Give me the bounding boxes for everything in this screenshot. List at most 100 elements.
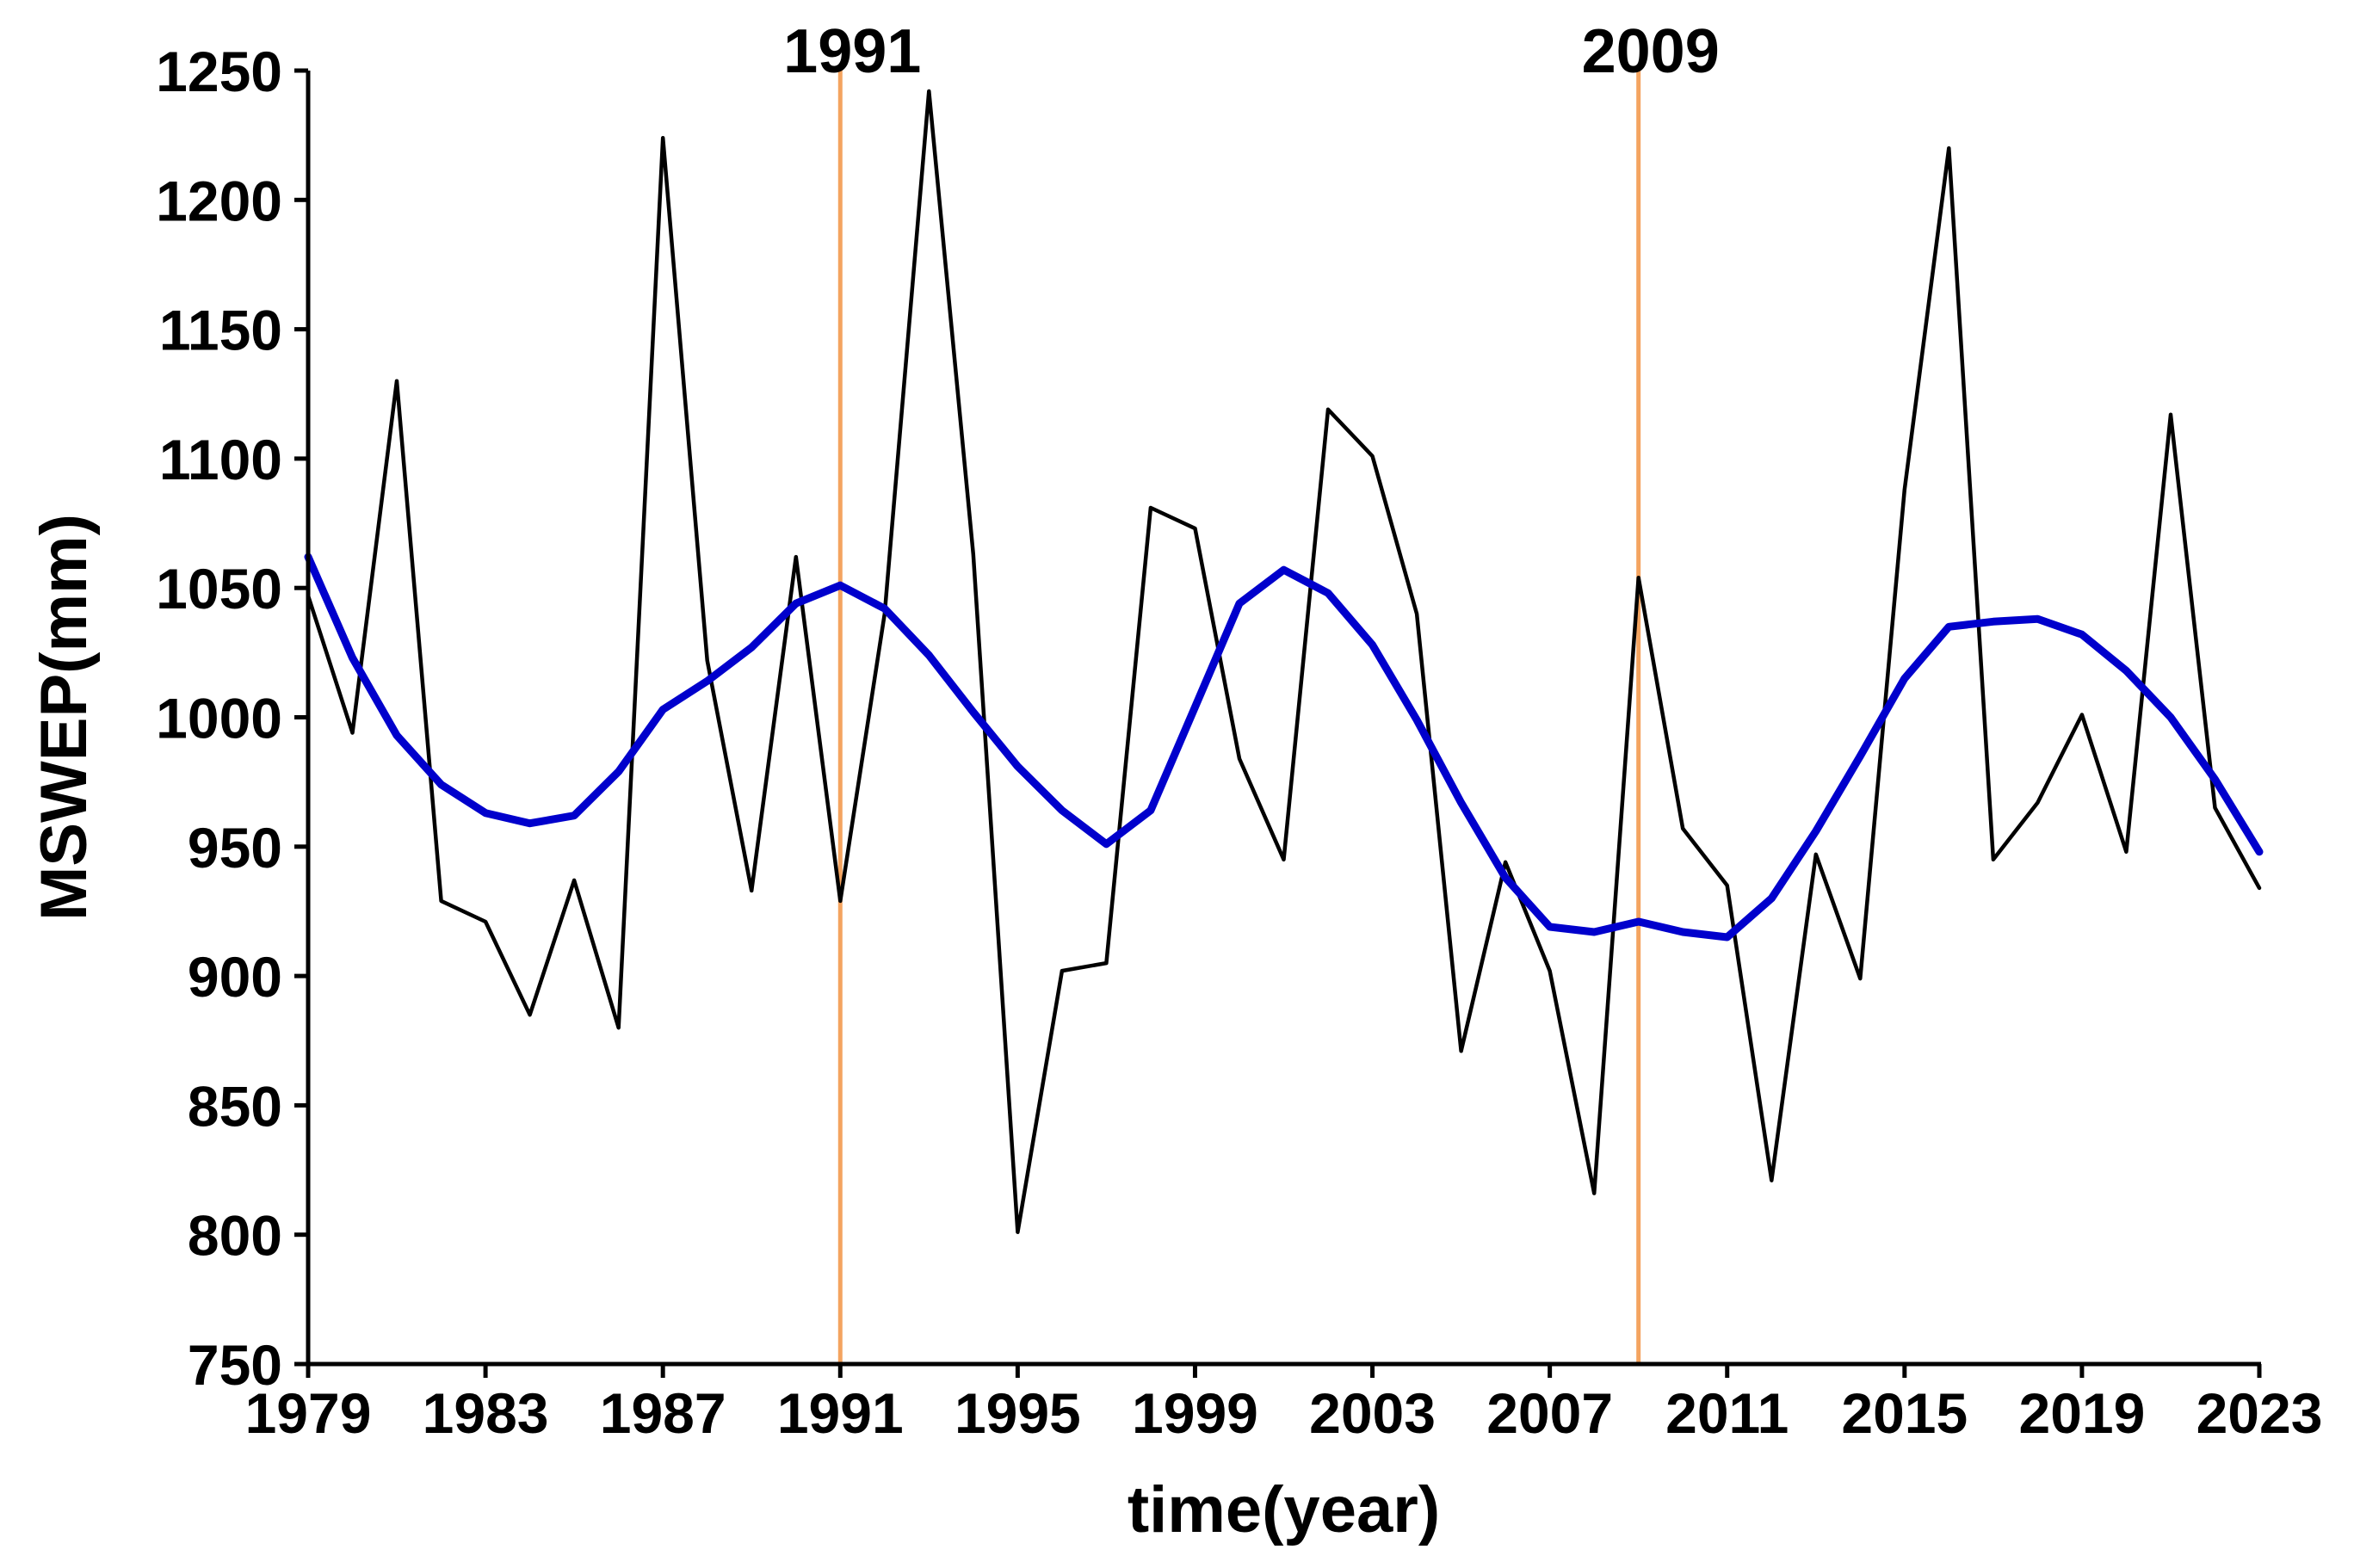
data-point-1994: [972, 553, 975, 556]
x-tick-label: 1987: [600, 1381, 726, 1445]
trend-point-1988: [706, 679, 709, 682]
trend-point-1987: [661, 707, 664, 711]
trend-point-2010: [1681, 930, 1684, 934]
trend-point-1998: [1149, 809, 1152, 812]
y-tick-label: 1000: [156, 687, 282, 750]
trend-point-2012: [1770, 897, 1773, 900]
trend-point-2020: [2124, 669, 2128, 672]
data-point-2000: [1238, 757, 1241, 761]
data-point-2022: [2213, 806, 2216, 810]
data-point-1999: [1193, 527, 1196, 530]
trend-point-1993: [927, 653, 930, 657]
marker-label-1991: 1991: [783, 17, 921, 86]
data-point-2002: [1326, 408, 1330, 411]
x-tick-label: 1995: [955, 1381, 1081, 1445]
data-point-2010: [1681, 827, 1684, 830]
data-point-2013: [1814, 853, 1818, 856]
data-point-2017: [1992, 858, 1995, 861]
trend-point-1996: [1060, 809, 1064, 812]
x-tick-label: 2011: [1665, 1381, 1789, 1445]
trend-point-1981: [395, 734, 399, 738]
trend-point-2004: [1415, 719, 1418, 722]
data-point-2016: [1947, 146, 1950, 150]
data-point-1981: [395, 380, 399, 383]
trend-point-2015: [1903, 676, 1906, 680]
trend-point-2011: [1726, 935, 1729, 939]
data-point-1980: [351, 732, 355, 735]
trend-point-1992: [883, 607, 887, 610]
x-axis-title: time(year): [1128, 1473, 1440, 1546]
trend-point-1980: [351, 656, 355, 659]
trend-point-2008: [1592, 930, 1596, 934]
data-point-2005: [1460, 1049, 1463, 1053]
trend-point-2014: [1858, 755, 1862, 758]
trend-point-1997: [1104, 843, 1108, 846]
x-tick-label: 1991: [777, 1381, 904, 1445]
data-point-2015: [1903, 488, 1906, 491]
data-point-1986: [617, 1026, 621, 1029]
y-tick-label: 1150: [159, 299, 282, 362]
trend-point-1983: [484, 812, 487, 815]
data-point-2006: [1504, 861, 1507, 864]
data-point-2014: [1858, 977, 1862, 980]
data-point-2003: [1371, 454, 1375, 458]
data-point-2018: [2036, 801, 2039, 805]
data-point-1988: [706, 658, 709, 662]
trend-point-1982: [440, 783, 443, 787]
x-tick-label: 1983: [423, 1381, 549, 1445]
data-point-1993: [927, 90, 930, 93]
data-point-1987: [661, 136, 664, 139]
x-axis-ticks: 1979 1983 1987 1991 1995 1999 2003 2007 2011 2015…: [245, 1364, 2322, 1445]
x-tick-label: 2003: [1309, 1381, 1436, 1445]
y-tick-label: 850: [188, 1074, 282, 1138]
data-point-2004: [1415, 612, 1418, 615]
trend-point-2013: [1814, 830, 1818, 833]
trend-point-1989: [750, 645, 753, 649]
axes: [306, 71, 2261, 1367]
trend-point-1999: [1193, 705, 1196, 708]
data-point-1998: [1149, 506, 1152, 509]
data-point-1997: [1104, 961, 1108, 965]
data-point-1985: [572, 879, 576, 882]
y-tick-label: 1200: [156, 169, 282, 232]
trend-point-2022: [2213, 778, 2216, 781]
trend-point-2002: [1326, 591, 1330, 595]
y-tick-label: 800: [188, 1204, 282, 1268]
data-point-2019: [2080, 713, 2084, 716]
trend-point-1986: [617, 770, 621, 774]
data-point-1984: [528, 1013, 532, 1016]
trend-point-1995: [1016, 765, 1019, 769]
trend-point-2001: [1282, 568, 1286, 571]
y-axis-ticks: 750 800 850 900 950 1000 1050 1100 1150 1200 1250: [156, 40, 308, 1397]
data-point-1982: [440, 899, 443, 903]
x-tick-label: 1979: [245, 1381, 372, 1445]
data-point-1983: [484, 920, 487, 923]
data-point-1990: [794, 555, 798, 559]
data-point-2020: [2124, 850, 2128, 854]
trend-point-2023: [2258, 850, 2261, 854]
trend-point-2017: [1992, 620, 1995, 623]
trend-point-2018: [2036, 617, 2039, 620]
data-point-2021: [2169, 413, 2172, 417]
trend-point-2000: [1238, 602, 1241, 605]
x-tick-label: 2007: [1486, 1381, 1613, 1445]
trend-point-1985: [572, 814, 576, 818]
trend-point-1990: [794, 602, 798, 605]
trend-point-2005: [1460, 801, 1463, 805]
data-point-2012: [1770, 1179, 1773, 1182]
trend-point-2007: [1548, 925, 1552, 929]
y-tick-label: 1100: [159, 428, 282, 491]
annual-series-line: [306, 89, 2262, 1234]
data-point-2009: [1637, 576, 1640, 579]
marker-label-2009: 2009: [1582, 17, 1720, 86]
y-tick-label: 1250: [156, 40, 282, 103]
trend-point-2009: [1637, 920, 1640, 923]
trend-point-2003: [1371, 643, 1375, 646]
y-tick-label: 750: [188, 1333, 282, 1397]
trend-point-1991: [838, 583, 842, 587]
y-tick-label: 1050: [156, 557, 282, 620]
y-tick-label: 950: [188, 816, 282, 880]
y-tick-label: 900: [188, 945, 282, 1009]
x-tick-label: 2015: [1841, 1381, 1968, 1445]
